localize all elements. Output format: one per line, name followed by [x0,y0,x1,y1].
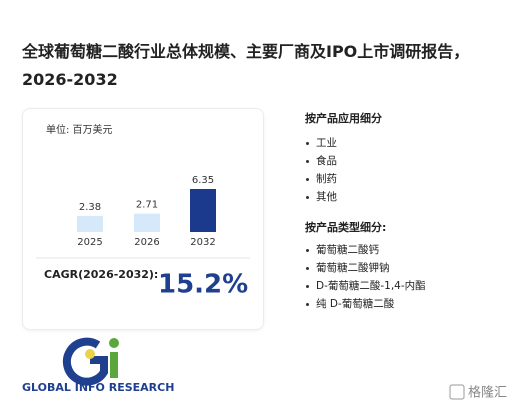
logo-dot [85,349,95,359]
chart-card [22,108,264,330]
list-item: 葡萄糖二酸钾钠 [305,259,426,277]
x-tick-label: 2025 [77,237,102,248]
bar [134,213,160,232]
brand-icon [449,384,465,400]
application-list: 工业 食品 制药 其他 [305,134,337,206]
type-list: 葡萄糖二酸钙 葡萄糖二酸钾钠 D-葡萄糖二酸-1,4-内酯纯 D-葡萄糖二酸 [305,241,426,313]
type-heading: 按产品类型细分: [305,221,387,234]
cagr-value: 15.2% [158,270,248,300]
x-tick-label: 2026 [134,237,159,248]
value-label: 2.71 [136,200,158,211]
logo-i [110,352,118,378]
list-item: 纯 D-葡萄糖二酸 [305,295,426,313]
x-tick-label: 2032 [190,237,215,248]
bar [77,215,103,232]
list-item: D-葡萄糖二酸-1,4-内酯 [305,277,426,295]
list-item: 工业 [305,134,337,152]
value-label: 2.38 [79,202,101,213]
logo-text: GLOBAL INFO RESEARCH [22,381,174,394]
logo-mark [62,337,119,386]
logo-g [62,337,108,386]
brand-text: 格隆汇 [468,385,507,401]
bar [190,189,216,232]
list-item: 食品 [305,152,337,170]
list-item: 葡萄糖二酸钙 [305,241,426,259]
list-item: 其他 [305,188,337,206]
unit-label: 单位: 百万美元 [46,123,113,136]
application-heading: 按产品应用细分 [305,112,382,125]
report-title: 全球葡萄糖二酸行业总体规模、主要厂商及IPO上市调研报告，2026-2032 [22,42,470,89]
list-item: 制药 [305,170,337,188]
logo-i-dot [109,338,119,348]
cagr-label: CAGR(2026-2032): [44,268,158,281]
value-label: 6.35 [192,175,214,186]
